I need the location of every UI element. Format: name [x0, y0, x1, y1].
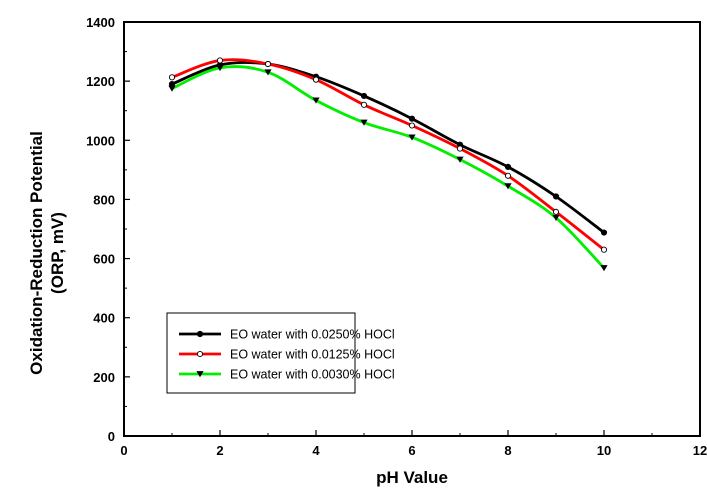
series-3-point	[552, 214, 560, 222]
legend-entry: EO water with 0.0125% HOCl	[179, 348, 395, 362]
x-axis-label: pH Value	[376, 468, 448, 487]
series-layer	[168, 57, 608, 272]
series-3-point	[312, 97, 320, 104]
y-tick-label: 400	[93, 311, 115, 326]
series-2-point	[504, 172, 512, 179]
series-3-point	[168, 85, 176, 92]
y-tick-label: 600	[93, 252, 115, 267]
series-2-point	[312, 76, 320, 83]
series-2-point	[456, 145, 464, 152]
series-3	[168, 64, 608, 272]
series-3-line	[170, 65, 606, 270]
series-2	[168, 57, 608, 253]
series-3-point	[456, 156, 464, 163]
x-tick-label: 10	[597, 443, 611, 458]
series-3-point	[216, 64, 224, 72]
legend: EO water with 0.0250% HOCl EO water with …	[166, 312, 395, 394]
y-axis-label-line-2: (ORP, mV)	[48, 212, 67, 294]
series-3-point	[408, 134, 416, 141]
x-tick-label: 4	[312, 443, 320, 458]
y-tick-label: 200	[93, 370, 115, 385]
series-2-point	[264, 60, 272, 68]
series-1-line	[170, 61, 606, 234]
series-1-point	[600, 229, 608, 236]
legend-marker	[196, 371, 204, 378]
series-1-point	[360, 92, 368, 100]
legend-marker	[196, 330, 204, 338]
legend-label: EO water with 0.0125% HOCl	[230, 348, 395, 362]
legend-label: EO water with 0.0030% HOCl	[230, 368, 395, 382]
series-1	[168, 60, 608, 236]
y-axis-label-line-1: Oxidation-Reduction Potential	[27, 131, 46, 375]
series-3-point	[504, 183, 512, 190]
legend-entry: EO water with 0.0030% HOCl	[179, 368, 395, 382]
series-2-point	[168, 74, 176, 81]
series-1-point	[408, 115, 416, 122]
series-1-point	[552, 193, 560, 200]
x-tick-label: 0	[120, 443, 127, 458]
y-tick-label: 1400	[86, 15, 115, 30]
legend-entry: EO water with 0.0250% HOCl	[179, 328, 395, 342]
x-tick-label: 6	[408, 443, 415, 458]
y-tick-label: 1200	[86, 74, 115, 89]
y-tick-label: 0	[108, 429, 115, 444]
series-3-point	[360, 119, 368, 126]
y-tick-label: 800	[93, 192, 115, 207]
series-2-point	[552, 208, 560, 215]
series-1-point	[504, 163, 512, 170]
x-tick-label: 8	[504, 443, 511, 458]
series-2-point	[408, 122, 416, 129]
legend-marker	[196, 350, 204, 358]
series-3-point	[600, 265, 608, 272]
series-2-point	[600, 246, 608, 253]
series-3-point	[264, 69, 272, 76]
legend-label: EO water with 0.0250% HOCl	[230, 328, 395, 342]
x-tick-label: 12	[693, 443, 707, 458]
axes-layer: 0 2 4 6 8 10 12 0 200 400 600 800 1000 1200 1400	[86, 15, 707, 458]
series-2-line	[170, 58, 606, 252]
y-tick-label: 1000	[86, 133, 115, 148]
y-axis-title: Oxidation-Reduction Potential (ORP, mV)	[27, 131, 67, 375]
series-2-point	[216, 57, 224, 64]
series-2-point	[360, 101, 368, 108]
x-tick-label: 2	[216, 443, 223, 458]
